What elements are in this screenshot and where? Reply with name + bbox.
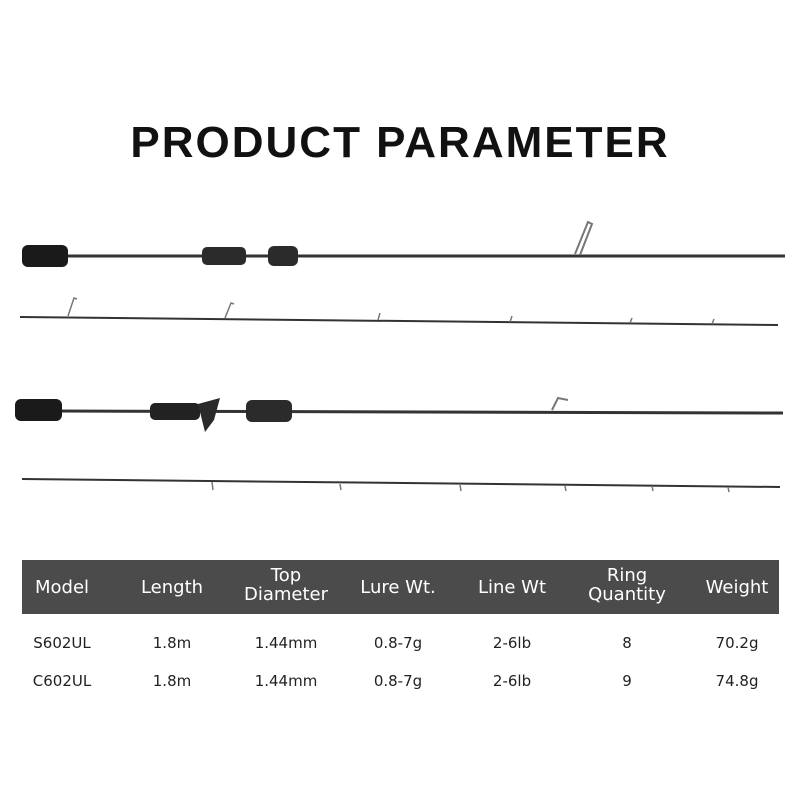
column-header: Lure Wt.	[360, 577, 436, 598]
spinning-rod-butt-section	[22, 220, 785, 267]
column-header: Line Wt	[477, 577, 547, 598]
table-cell: 2-6lb	[492, 634, 532, 652]
page-title: PRODUCT PARAMETER	[130, 118, 670, 167]
table-cell: 0.8-7g	[373, 634, 423, 652]
table-cell: 1.8m	[152, 634, 192, 652]
column-header: Weight	[705, 577, 769, 598]
table-header	[22, 560, 779, 614]
table-cell: 1.44mm	[254, 634, 318, 652]
column-header: Length	[140, 577, 204, 598]
table-cell: 1.8m	[152, 672, 192, 690]
table-cell: 1.44mm	[254, 672, 318, 690]
table-cell: 8	[622, 634, 632, 652]
table-cell: 70.2g	[715, 634, 759, 652]
column-header: Ring Quantity	[588, 565, 666, 605]
table-cell: C602UL	[32, 672, 92, 690]
table-cell: 74.8g	[715, 672, 759, 690]
rods-illustration	[15, 220, 785, 493]
table-cell: S602UL	[33, 634, 91, 652]
spinning-rod-tip-section	[19, 297, 779, 326]
table-cell: 2-6lb	[492, 672, 532, 690]
casting-rod-tip-section	[21, 478, 781, 493]
column-header: Top Diameter	[243, 565, 329, 605]
table-cell: 0.8-7g	[373, 672, 423, 690]
table-cell: 9	[622, 672, 632, 690]
column-header: Model	[34, 577, 90, 598]
casting-rod-butt-section	[15, 396, 784, 432]
